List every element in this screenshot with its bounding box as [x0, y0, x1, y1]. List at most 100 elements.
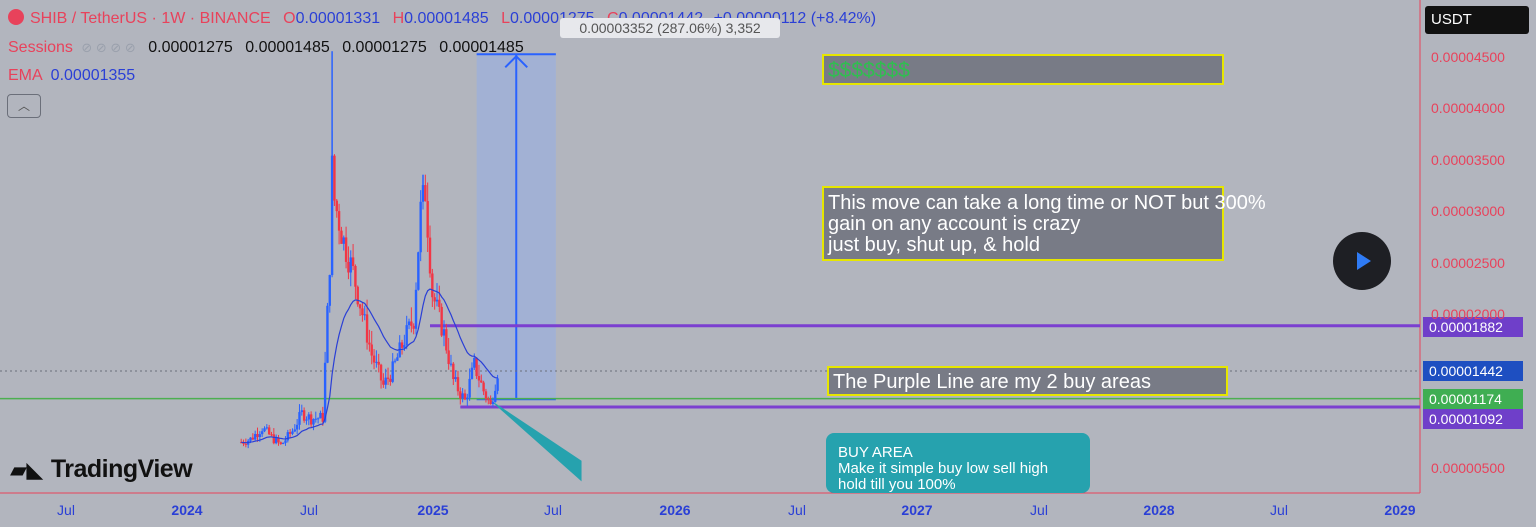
candle-up [405, 325, 408, 346]
x-tick-label: Jul [544, 502, 562, 518]
candle-down [368, 342, 371, 345]
candle-down [244, 443, 248, 445]
play-button[interactable] [1333, 232, 1391, 290]
tradingview-logo: ▰◣ TradingView [10, 455, 193, 484]
candle-up [496, 378, 499, 391]
candle-down [410, 321, 413, 326]
candle-down [447, 350, 450, 364]
candle-down [335, 200, 338, 212]
candle-up [396, 357, 399, 361]
candle-down [431, 273, 434, 298]
candle-up [442, 329, 446, 336]
candle-down [340, 230, 343, 244]
note-line: hold till you 100% [838, 476, 956, 493]
candle-down [459, 391, 462, 399]
ema-line [241, 288, 498, 444]
shib-logo-icon [8, 9, 24, 25]
candle-down [477, 376, 481, 381]
candle-up [407, 321, 411, 326]
symbol-name[interactable]: SHIB / TetherUS [30, 10, 148, 27]
candle-up [414, 289, 418, 329]
note-buy-area[interactable]: BUY AREA Make it simple buy low sell hig… [826, 433, 1090, 493]
sessions-label[interactable]: Sessions [8, 39, 73, 56]
candle-down [270, 434, 273, 436]
candle-up [253, 433, 257, 440]
high-key: H [392, 10, 405, 27]
y-tick-label: 0.00004000 [1431, 100, 1505, 116]
x-tick-label: Jul [300, 502, 318, 518]
y-tick-label: 0.00000500 [1431, 460, 1505, 476]
x-tick-label: 2029 [1384, 502, 1416, 518]
x-tick-label: Jul [57, 502, 75, 518]
sessions-value-2: 0.00001485 [245, 39, 330, 56]
candle-up [375, 361, 378, 363]
candle-down [426, 201, 429, 238]
sessions-legend: Sessions ⊘ ⊘ ⊘ ⊘ 0.00001275 0.00001485 0… [8, 39, 524, 57]
chevron-up-icon: ︿ [17, 99, 30, 113]
candle-down [456, 377, 460, 392]
candle-up [291, 431, 294, 434]
ema-legend: EMA 0.00001355 [8, 67, 135, 85]
candle-down [424, 185, 427, 202]
candle-down [463, 393, 467, 400]
candle-up [312, 419, 315, 425]
candle-up [258, 434, 262, 438]
candle-down [361, 308, 364, 316]
x-tick-label: Jul [788, 502, 806, 518]
upper-buy-line-badge: 0.00001882 [1423, 317, 1523, 337]
candle-up [286, 432, 290, 441]
note-long-move[interactable]: This move can take a long time or NOT bu… [822, 186, 1266, 261]
candle-up [461, 393, 464, 399]
candle-down [452, 363, 455, 380]
exchange-label: BINANCE [199, 10, 271, 27]
candle-up [330, 155, 334, 276]
candle-up [435, 299, 439, 302]
note-purple-line[interactable]: The Purple Line are my 2 buy areas [827, 366, 1228, 396]
sessions-value-1: 0.00001275 [148, 39, 233, 56]
candle-down [433, 297, 436, 302]
candle-up [281, 442, 285, 444]
note-line: This move can take a long time or NOT bu… [828, 192, 1266, 214]
y-tick-label: 0.00002500 [1431, 255, 1505, 271]
candle-up [417, 252, 420, 290]
lower-buy-line-badge: 0.00001092 [1423, 409, 1523, 429]
candle-up [314, 418, 317, 420]
candle-up [470, 367, 474, 379]
candle-up [263, 428, 266, 432]
x-tick-label: Jul [1270, 502, 1288, 518]
candle-down [379, 364, 383, 381]
interval-label[interactable]: 1W [161, 10, 186, 27]
candle-down [365, 314, 369, 343]
y-tick-label: 0.00004500 [1431, 49, 1505, 65]
candle-up [316, 418, 320, 420]
candle-down [386, 377, 390, 379]
candle-up [298, 412, 301, 425]
candle-up [494, 390, 497, 402]
candle-up [468, 378, 471, 398]
x-tick-label: 2027 [901, 502, 933, 518]
projection-arrow-head [504, 54, 528, 68]
dot-separator: · [189, 10, 196, 27]
candle-down [438, 299, 441, 307]
candle-down [356, 286, 359, 305]
ema-label[interactable]: EMA [8, 67, 43, 84]
currency-button[interactable]: USDT [1425, 6, 1529, 34]
note-dollar[interactable]: $$$$$$$ [822, 54, 1224, 85]
candle-up [323, 362, 327, 422]
collapse-legend-button[interactable]: ︿ [7, 94, 41, 118]
candle-up [384, 377, 387, 385]
candle-down [382, 380, 385, 385]
candle-up [300, 410, 303, 413]
candle-down [288, 432, 292, 434]
candle-down [309, 414, 313, 425]
candle-down [272, 434, 276, 444]
candle-down [344, 237, 348, 262]
x-tick-label: 2025 [417, 502, 449, 518]
open-value: 0.00001331 [295, 10, 381, 27]
candle-up [305, 419, 308, 421]
candle-down [333, 155, 336, 201]
candle-down [475, 357, 478, 377]
candle-down [370, 344, 373, 356]
candle-down [480, 380, 483, 383]
